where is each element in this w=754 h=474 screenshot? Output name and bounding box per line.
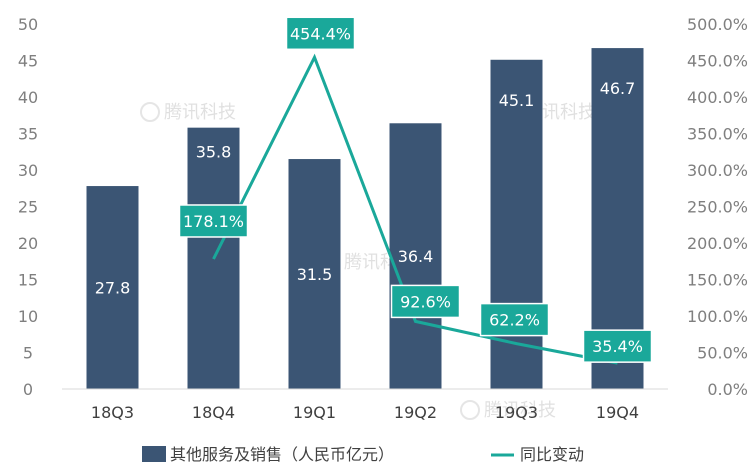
- line-data-label: 178.1%: [183, 212, 244, 231]
- line-data-label: 62.2%: [489, 311, 540, 330]
- line-data-labels: 178.1% 454.4% 92.6% 62.2% 35.4%: [178, 16, 653, 363]
- bar-data-label: 35.8: [196, 143, 232, 162]
- left-tick-label: 50: [18, 15, 38, 34]
- bar-data-label: 31.5: [297, 265, 333, 284]
- right-tick-label: 350.0%: [687, 125, 748, 144]
- left-tick-label: 30: [18, 161, 38, 180]
- bar-series: [86, 48, 644, 390]
- bar: [86, 186, 139, 389]
- right-tick-label: 100.0%: [687, 307, 748, 326]
- left-tick-label: 45: [18, 52, 38, 71]
- category-label: 19Q3: [495, 403, 538, 422]
- left-axis: 0 5 10 15 20 25 30 35 40 45 50: [18, 15, 38, 399]
- watermark-logo: [140, 102, 160, 122]
- line-data-label: 454.4%: [290, 24, 351, 43]
- right-tick-label: 0.0%: [707, 380, 748, 399]
- line-data-label: 35.4%: [592, 337, 643, 356]
- right-tick-label: 250.0%: [687, 198, 748, 217]
- right-tick-label: 150.0%: [687, 271, 748, 290]
- watermark-logo: [460, 400, 480, 420]
- left-tick-label: 5: [23, 344, 33, 363]
- right-axis: 0.0% 50.0% 100.0% 150.0% 200.0% 250.0% 300.0% 3…: [687, 15, 748, 399]
- right-tick-label: 400.0%: [687, 88, 748, 107]
- right-tick-label: 50.0%: [697, 344, 748, 363]
- line-label-box: [479, 302, 550, 337]
- bar: [288, 159, 341, 389]
- right-tick-label: 450.0%: [687, 52, 748, 71]
- x-axis-labels: 18Q3 18Q4 19Q1 19Q2 19Q3 19Q4: [91, 403, 639, 422]
- line-label-box: [390, 284, 461, 319]
- line-series: [212, 53, 618, 365]
- category-label: 19Q4: [596, 403, 639, 422]
- category-label: 19Q1: [293, 403, 336, 422]
- line-label-box: [285, 16, 356, 51]
- bar-data-label: 27.8: [95, 279, 131, 298]
- left-tick-label: 20: [18, 234, 38, 253]
- left-tick-label: 0: [23, 380, 33, 399]
- legend-line-label: 同比变动: [520, 445, 584, 464]
- left-tick-label: 40: [18, 88, 38, 107]
- legend-bar-label: 其他服务及销售（人民币亿元）: [170, 445, 394, 464]
- left-tick-label: 15: [18, 271, 38, 290]
- bar-data-label: 36.4: [398, 247, 434, 266]
- legend: 其他服务及销售（人民币亿元） 同比变动: [142, 445, 584, 464]
- left-tick-label: 10: [18, 307, 38, 326]
- bar: [389, 123, 442, 389]
- right-tick-label: 500.0%: [687, 15, 748, 34]
- left-tick-label: 35: [18, 125, 38, 144]
- line-label-box: [178, 204, 249, 238]
- line-data-label: 92.6%: [400, 292, 451, 311]
- legend-bar-swatch: [142, 446, 166, 462]
- bar-data-label: 46.7: [600, 79, 636, 98]
- right-tick-label: 300.0%: [687, 161, 748, 180]
- category-label: 19Q2: [394, 403, 437, 422]
- line-label-box: [582, 329, 653, 363]
- watermark-text: 腾讯科技: [164, 102, 236, 123]
- left-tick-label: 25: [18, 198, 38, 217]
- right-tick-label: 200.0%: [687, 234, 748, 253]
- watermark-text: 腾讯科技: [484, 400, 556, 421]
- line-path: [212, 53, 618, 365]
- category-label: 18Q3: [91, 403, 134, 422]
- bar-data-label: 45.1: [499, 91, 535, 110]
- category-label: 18Q4: [192, 403, 235, 422]
- bar-data-labels: 27.8 35.8 31.5 36.4 45.1 46.7: [95, 79, 636, 297]
